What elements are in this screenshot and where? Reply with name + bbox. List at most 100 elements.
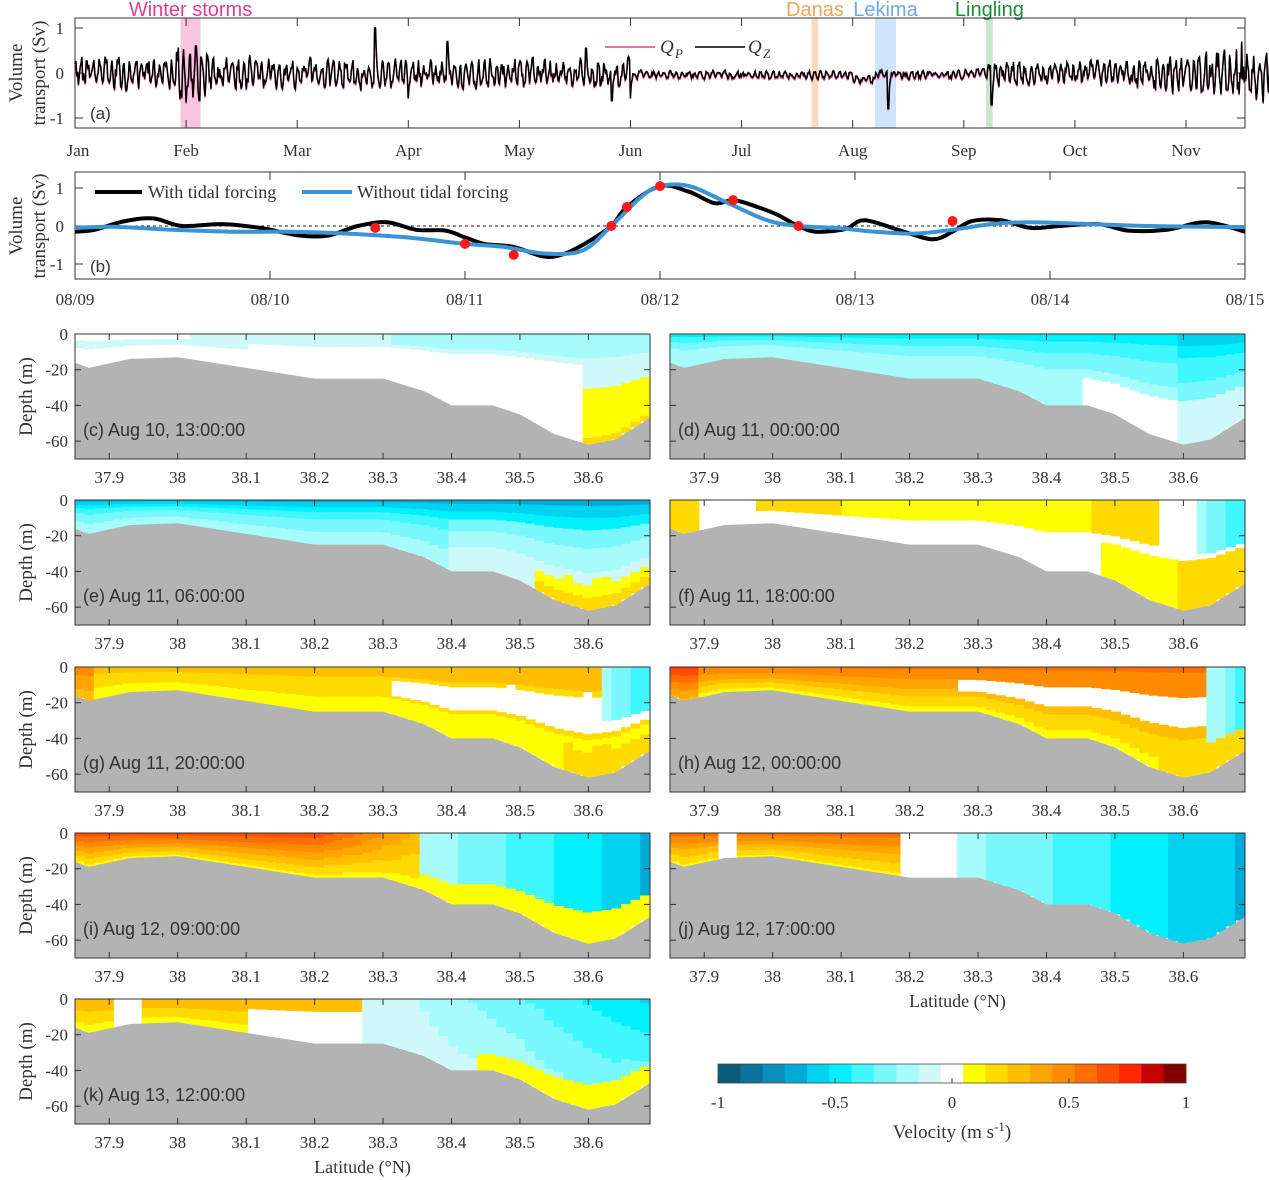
velocity-cell [400, 709, 411, 714]
velocity-cell [832, 670, 843, 674]
velocity-cell [861, 346, 872, 350]
velocity-cell [918, 504, 930, 508]
velocity-cell [228, 517, 239, 520]
velocity-cell [736, 687, 748, 690]
velocity-cell [1129, 364, 1141, 371]
velocity-cell [698, 361, 709, 365]
velocity-cell [880, 691, 891, 695]
velocity-cell [189, 512, 201, 515]
velocity-cell [803, 346, 815, 349]
velocity-cell [151, 339, 162, 342]
velocity-cell [477, 667, 488, 672]
velocity-cell [823, 506, 834, 510]
velocity-cell [400, 511, 411, 515]
velocity-cell [218, 506, 229, 509]
velocity-cell [1225, 556, 1236, 563]
velocity-cell [1062, 377, 1073, 383]
velocity-cell [362, 524, 373, 528]
x-tick-label: 37.9 [94, 634, 124, 653]
velocity-cell [947, 691, 958, 695]
velocity-cell [918, 691, 930, 695]
velocity-cell [170, 667, 181, 671]
velocity-cell [918, 676, 930, 680]
velocity-cell [189, 521, 201, 524]
velocity-cell [1062, 385, 1073, 391]
velocity-cell [813, 671, 824, 675]
velocity-cell [899, 334, 911, 337]
velocity-cell [1043, 381, 1054, 387]
velocity-cell [151, 515, 162, 518]
velocity-cell [419, 679, 431, 684]
velocity-cell [343, 541, 354, 546]
velocity-cell [601, 696, 613, 704]
velocity-cell [390, 513, 402, 517]
velocity-cell [938, 368, 949, 372]
velocity-cell [170, 507, 181, 510]
velocity-cell [141, 673, 153, 676]
velocity-cell [688, 670, 700, 673]
x-tick-label: 38 [169, 801, 186, 820]
velocity-cell [601, 375, 613, 383]
velocity-cell [1005, 366, 1016, 371]
velocity-cell [573, 571, 584, 579]
velocity-cell [670, 500, 681, 503]
velocity-cell [1206, 362, 1217, 370]
velocity-cell [362, 514, 373, 518]
velocity-cell [899, 500, 911, 503]
velocity-cell [534, 343, 546, 350]
velocity-cell [736, 347, 748, 350]
velocity-cell [1225, 385, 1236, 392]
velocity-cell [170, 513, 181, 517]
velocity-cell [573, 667, 584, 674]
velocity-cell [670, 350, 681, 354]
velocity-cell [93, 671, 105, 675]
velocity-cell [1100, 521, 1112, 527]
velocity-cell [1072, 345, 1083, 351]
velocity-cell [352, 341, 363, 345]
velocity-cell [601, 535, 613, 543]
velocity-cell [486, 726, 498, 731]
velocity-cell [1225, 416, 1236, 423]
velocity-cell [93, 512, 105, 515]
velocity-cell [563, 511, 574, 518]
velocity-cell [132, 510, 143, 513]
velocity-cell [794, 667, 805, 670]
velocity-cell [620, 516, 632, 523]
velocity-cell [1100, 346, 1112, 352]
velocity-cell [247, 672, 258, 676]
velocity-cell [1148, 567, 1160, 574]
velocity-cell [573, 517, 584, 525]
velocity-cell [947, 358, 958, 362]
velocity-cell [496, 346, 507, 352]
velocity-cell [679, 512, 690, 516]
velocity-cell [861, 694, 872, 697]
velocity-cell [938, 684, 949, 688]
x-tick-label: 38 [169, 634, 186, 653]
velocity-cell [295, 504, 306, 508]
velocity-cell [333, 509, 344, 513]
velocity-cell [670, 340, 681, 343]
velocity-cell [400, 701, 411, 705]
velocity-cell [371, 522, 383, 526]
velocity-cell [1110, 360, 1121, 366]
velocity-cell [784, 356, 796, 359]
velocity-cell [765, 508, 776, 511]
velocity-cell [132, 669, 143, 672]
velocity-cell [180, 514, 191, 517]
velocity-cell [323, 334, 335, 337]
velocity-cell [505, 731, 517, 737]
velocity-cell [918, 667, 930, 670]
velocity-cell [113, 344, 124, 347]
velocity-cell [266, 683, 277, 687]
velocity-cell [285, 334, 296, 337]
velocity-cell [708, 334, 719, 337]
velocity-cell [477, 503, 488, 509]
velocity-cell [918, 373, 930, 377]
velocity-cell [458, 503, 469, 509]
velocity-cell [794, 689, 805, 692]
velocity-cell [601, 541, 613, 549]
velocity-cell [362, 529, 373, 533]
velocity-cell [1053, 670, 1064, 676]
velocity-cell [103, 674, 114, 678]
velocity-cell [851, 334, 863, 337]
